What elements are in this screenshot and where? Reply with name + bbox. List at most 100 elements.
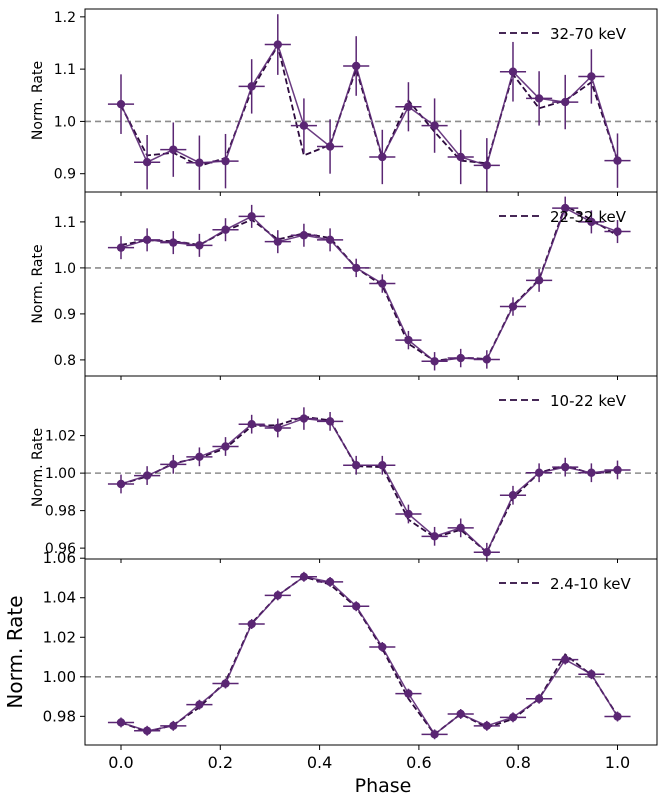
data-point <box>299 231 309 240</box>
x-tick-label: 0.2 <box>208 753 233 772</box>
data-point <box>378 279 387 288</box>
data-point <box>195 452 204 462</box>
data-point <box>508 491 518 500</box>
data-point <box>430 532 439 541</box>
panel-frame <box>84 558 658 746</box>
data-point <box>221 679 230 688</box>
data-point <box>430 730 439 739</box>
data-point <box>430 121 439 130</box>
y-tick-label: 0.9 <box>54 167 76 183</box>
data-point <box>116 479 126 489</box>
y-tick-label: 1.1 <box>54 215 76 231</box>
data-point <box>378 461 387 470</box>
data-point <box>142 235 152 245</box>
legend-label: 32-70 keV <box>550 25 627 43</box>
x-axis-label: Phase <box>355 775 412 797</box>
x-tick-label: 1.0 <box>605 753 630 772</box>
y-tick-label: 1.0 <box>54 114 76 130</box>
x-tick-label: 0.0 <box>108 753 133 772</box>
data-point <box>221 225 230 234</box>
data-point <box>482 721 492 731</box>
model-line <box>120 43 619 167</box>
data-point <box>456 353 465 363</box>
legend-label: 10-22 keV <box>550 392 627 410</box>
data-point <box>221 442 230 451</box>
x-tick-label: 0.6 <box>406 753 431 772</box>
data-point <box>534 276 544 285</box>
data-point <box>142 471 152 480</box>
y-tick-label: 1.02 <box>45 429 76 445</box>
x-tick-label: 0.4 <box>307 753 332 772</box>
data-point <box>325 417 335 426</box>
data-point <box>587 468 596 477</box>
data-point <box>456 523 465 533</box>
y-tick-label: 0.98 <box>45 504 76 520</box>
data-point <box>508 713 518 722</box>
y-tick-label: 0.9 <box>54 307 76 323</box>
data-point <box>351 602 361 611</box>
data-point <box>430 357 439 366</box>
data-point <box>221 156 230 166</box>
data-point <box>508 67 518 76</box>
legend-label: 2.4-10 keV <box>550 575 632 593</box>
data-point <box>482 355 492 364</box>
data-point <box>351 61 361 71</box>
data-point <box>299 414 309 423</box>
y-tick-label: 1.04 <box>43 589 76 607</box>
y-axis-label: Norm. Rate <box>30 428 46 507</box>
data-point <box>613 465 622 475</box>
data-point <box>169 238 178 247</box>
data-point <box>247 619 256 629</box>
data-point <box>325 142 335 151</box>
data-point <box>508 302 518 311</box>
data-point <box>456 152 465 162</box>
y-tick-label: 0.98 <box>43 707 76 725</box>
y-tick-label: 1.00 <box>43 668 76 686</box>
data-point <box>561 203 570 213</box>
data-point <box>116 99 126 109</box>
data-point <box>142 726 152 735</box>
y-tick-label: 1.00 <box>45 466 76 482</box>
y-axis-label: Norm. Rate <box>30 244 46 323</box>
data-point <box>534 468 544 477</box>
data-point <box>613 227 622 236</box>
data-point <box>482 161 492 170</box>
data-point <box>378 152 387 162</box>
data-point <box>273 40 282 49</box>
y-tick-label: 0.8 <box>54 353 76 369</box>
data-point <box>116 718 126 727</box>
data-point <box>404 509 413 519</box>
data-point <box>561 97 570 107</box>
data-point <box>404 335 413 345</box>
data-point <box>456 709 465 719</box>
panel-1: 0.9 1.0 1.1 1.2 Norm. Rate 32-70 keV <box>30 8 658 196</box>
y-tick-label: 1.2 <box>54 10 76 26</box>
panel-4: 0.98 1.00 1.02 1.04 1.06 Norm. Rate 2.4-10 keV… <box>3 549 658 797</box>
model-line <box>120 575 619 736</box>
data-point <box>116 243 126 252</box>
data-point <box>587 670 596 679</box>
panel-2: 0.8 0.9 1.0 1.1 Norm. Rate 22-32 keV <box>30 191 658 380</box>
data-point <box>587 72 596 81</box>
y-axis-label: Norm. Rate <box>30 61 46 140</box>
data-point <box>247 419 256 429</box>
data-point <box>378 642 387 652</box>
y-tick-label: 0.96 <box>45 541 76 557</box>
data-point <box>561 462 570 472</box>
data-point <box>587 217 596 227</box>
data-point <box>561 655 570 664</box>
data-point <box>273 237 282 246</box>
x-tick-label: 0.8 <box>505 753 530 772</box>
data-line <box>120 207 618 363</box>
data-line <box>120 417 618 554</box>
y-tick-label: 1.0 <box>54 261 76 277</box>
data-point <box>195 700 204 709</box>
data-point <box>142 157 152 167</box>
data-point <box>351 263 361 273</box>
data-point <box>273 423 282 433</box>
data-point <box>404 102 413 111</box>
data-point <box>534 694 544 703</box>
data-point <box>534 94 544 103</box>
